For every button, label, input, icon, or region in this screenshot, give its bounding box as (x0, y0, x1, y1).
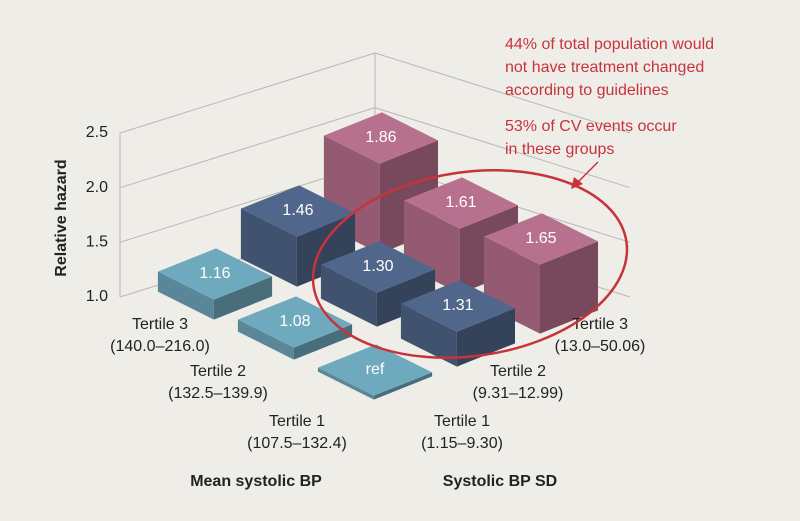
bar-3d (237, 296, 353, 360)
x-category-label: Tertile 2 (190, 363, 246, 380)
z-category-label: Tertile 3 (572, 316, 628, 333)
x-category-range: (132.5–139.9) (168, 385, 268, 402)
bar-face-left (317, 367, 374, 400)
y-tick-label: 2.5 (86, 124, 108, 141)
bar-face-left (320, 264, 377, 327)
z-category-label: Tertile 2 (490, 363, 546, 380)
bar-face-top (483, 213, 598, 265)
value-label: 1.61 (445, 194, 476, 211)
y-tick-label: 1.5 (86, 234, 108, 251)
bar-3d (157, 248, 273, 320)
bar-face-top (317, 344, 433, 396)
z-category-range: (13.0–50.06) (555, 338, 646, 355)
bar-face-top (240, 185, 356, 237)
x-category-label: Tertile 3 (132, 316, 188, 333)
bar-face-left (157, 271, 214, 320)
x-axis-title: Mean systolic BP (190, 473, 322, 490)
value-label: 1.31 (442, 297, 473, 314)
bar-face-right (293, 324, 353, 360)
bar-face-top (237, 296, 353, 348)
x-category-label: Tertile 1 (269, 413, 325, 430)
y-axis-title: Relative hazard (53, 159, 70, 276)
value-label: 1.16 (199, 265, 230, 282)
bar-face-right (376, 269, 436, 327)
bar-3d (317, 344, 433, 400)
annotation-text: not have treatment changed (505, 59, 704, 76)
z-category-label: Tertile 1 (434, 413, 490, 430)
z-category-range: (9.31–12.99) (473, 385, 564, 402)
annotation-text: in these groups (505, 141, 614, 158)
bar-3d (483, 213, 598, 334)
bar-face-top (400, 280, 515, 332)
highlight-ellipse (311, 169, 629, 359)
bar-face-top (403, 177, 518, 229)
bar-face-right (213, 276, 273, 320)
bar-face-right (540, 241, 598, 334)
bar-face-right (456, 308, 515, 367)
bar-face-left (240, 208, 297, 287)
annotation-arrow (576, 161, 599, 184)
bar-face-top (157, 248, 273, 300)
value-label: ref (366, 361, 385, 378)
bar-face-top (320, 241, 436, 293)
annotation-text: 53% of CV events occur (505, 118, 677, 135)
annotation-text: according to guidelines (505, 82, 669, 99)
z-axis-title: Systolic BP SD (443, 473, 557, 490)
value-label: 1.30 (362, 258, 393, 275)
value-label: 1.65 (525, 230, 556, 247)
bar-face-left (237, 319, 294, 360)
z-category-range: (1.15–9.30) (421, 435, 503, 452)
x-category-range: (140.0–216.0) (110, 338, 210, 355)
annotation-arrowhead (571, 177, 583, 189)
value-label: 1.08 (279, 313, 310, 330)
bar-3d (320, 241, 436, 327)
y-tick-label: 1.0 (86, 288, 108, 305)
bar-face-left (400, 303, 457, 367)
value-label: 1.86 (365, 129, 396, 146)
value-label: 1.46 (282, 202, 313, 219)
bar-face-top (323, 112, 438, 164)
y-tick-label: 2.0 (86, 179, 108, 196)
bar-3d (403, 177, 518, 294)
bar-3d (400, 280, 515, 367)
annotation-text: 44% of total population would (505, 36, 714, 53)
x-category-range: (107.5–132.4) (247, 435, 347, 452)
bar-face-right (373, 372, 433, 400)
